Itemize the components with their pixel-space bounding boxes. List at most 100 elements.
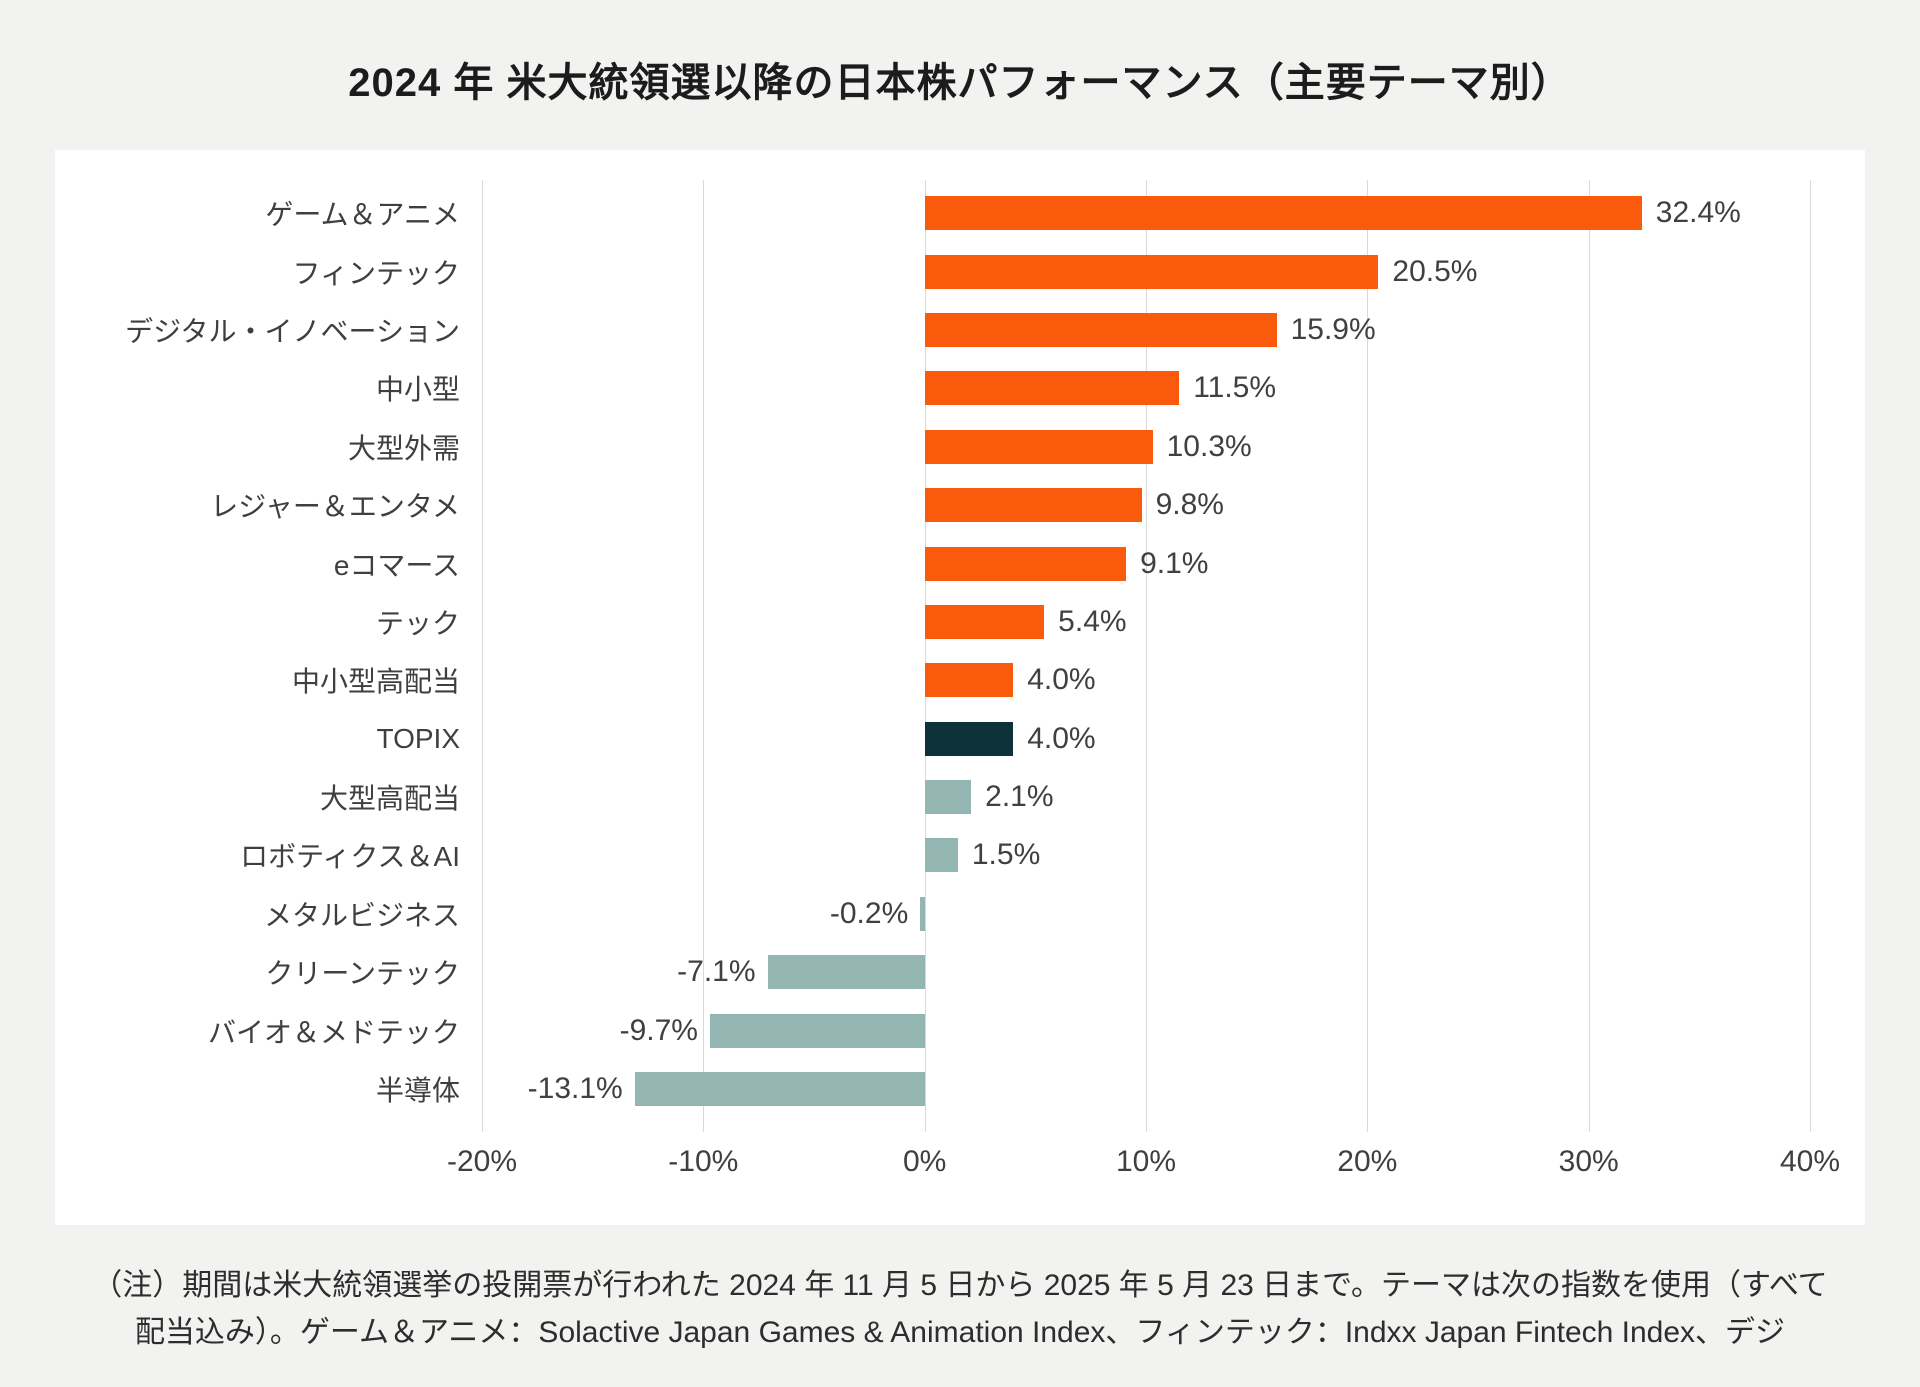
bar-track: 9.1% bbox=[482, 534, 1810, 592]
category-label: ロボティクス＆AI bbox=[240, 841, 460, 873]
category-label: 半導体 bbox=[375, 1075, 460, 1107]
chart-panel: ゲーム＆アニメ 32.4% フィンテック 20.5% デジタル・イノベーション 15.9%… bbox=[55, 150, 1865, 1225]
bar-positive bbox=[924, 429, 1153, 464]
value-label: 4.0% bbox=[1027, 663, 1096, 697]
category-label: デジタル・イノベーション bbox=[125, 315, 460, 347]
bar-track: 20.5% bbox=[482, 242, 1810, 300]
gridline bbox=[1367, 180, 1369, 1132]
category-label: ゲーム＆アニメ bbox=[265, 199, 460, 231]
value-label: 10.3% bbox=[1166, 429, 1252, 463]
bar-lagging bbox=[924, 780, 972, 815]
category-label: 中小型高配当 bbox=[291, 666, 460, 698]
category-label: 大型外需 bbox=[347, 432, 460, 464]
chart-row: eコマース 9.1% bbox=[55, 534, 1865, 592]
x-axis-tick-label: 20% bbox=[1337, 1145, 1398, 1178]
gridline bbox=[703, 180, 705, 1132]
bar-positive bbox=[924, 196, 1642, 231]
bar-lagging bbox=[924, 838, 958, 873]
category-label: メタルビジネス bbox=[263, 899, 460, 931]
chart-row: 中小型高配当 4.0% bbox=[55, 651, 1865, 709]
value-label: -7.1% bbox=[677, 955, 756, 989]
chart-row: クリーンテック -7.1% bbox=[55, 943, 1865, 1001]
bar-track: 4.0% bbox=[482, 651, 1810, 709]
value-label: 9.1% bbox=[1140, 546, 1209, 580]
x-axis-tick-label: 40% bbox=[1779, 1145, 1841, 1178]
x-axis: -20% -10% 0% 10% 20% 30% 40% bbox=[447, 1145, 1840, 1190]
bar-positive bbox=[924, 488, 1142, 523]
chart-row: ゲーム＆アニメ 32.4% bbox=[55, 184, 1865, 242]
bar-track: 9.8% bbox=[482, 476, 1810, 534]
chart-row: 大型外需 10.3% bbox=[55, 418, 1865, 476]
bar-track: -7.1% bbox=[482, 943, 1810, 1001]
value-label: 32.4% bbox=[1655, 196, 1741, 230]
chart-row: レジャー＆エンタメ 9.8% bbox=[55, 476, 1865, 534]
value-label: 5.4% bbox=[1058, 604, 1127, 638]
gridlines bbox=[482, 180, 1811, 1132]
footnote-line-1: （注）期間は米大統領選挙の投開票が行われた 2024 年 11 月 5 日から … bbox=[92, 1269, 1828, 1302]
bar-track: 11.5% bbox=[482, 359, 1810, 417]
chart-row: メタルビジネス -0.2% bbox=[55, 885, 1865, 943]
value-label: 1.5% bbox=[971, 838, 1041, 872]
value-label: 15.9% bbox=[1290, 312, 1376, 346]
bar-track: 10.3% bbox=[482, 418, 1810, 476]
gridline bbox=[924, 180, 926, 1132]
x-axis-tick-label: -20% bbox=[446, 1145, 518, 1178]
chart-title: 2024 年 米大統領選以降の日本株パフォーマンス（主要テーマ別） bbox=[348, 61, 1572, 105]
bar-lagging bbox=[634, 1072, 925, 1107]
x-axis-tick-label: 0% bbox=[902, 1145, 947, 1178]
gridline bbox=[1146, 180, 1147, 1132]
bar-track: 2.1% bbox=[482, 768, 1810, 826]
category-label: テック bbox=[375, 607, 460, 639]
bar-positive bbox=[924, 604, 1045, 639]
bar-track: 5.4% bbox=[482, 593, 1810, 651]
bar-positive bbox=[924, 371, 1180, 406]
category-label: バイオ＆メドテック bbox=[207, 1016, 460, 1048]
x-axis-tick-label: 30% bbox=[1558, 1145, 1619, 1178]
chart-row: TOPIX 4.0% bbox=[55, 710, 1865, 768]
bar-lagging bbox=[709, 1013, 925, 1048]
x-axis-tick-label: -10% bbox=[668, 1145, 739, 1178]
value-label: 4.0% bbox=[1027, 721, 1096, 755]
category-label: 大型高配当 bbox=[319, 783, 460, 815]
gridline bbox=[1810, 180, 1811, 1132]
category-label: 中小型 bbox=[375, 374, 460, 406]
chart-row: ロボティクス＆AI 1.5% bbox=[55, 826, 1865, 884]
chart-row: デジタル・イノベーション 15.9% bbox=[55, 301, 1865, 359]
value-label: -9.7% bbox=[619, 1013, 698, 1047]
value-label: 20.5% bbox=[1392, 254, 1478, 288]
chart-row: 中小型 11.5% bbox=[55, 359, 1865, 417]
category-label: eコマース bbox=[333, 549, 460, 581]
bar-benchmark bbox=[924, 721, 1014, 756]
footnote: （注）期間は米大統領選挙の投開票が行われた 2024 年 11 月 5 日から … bbox=[0, 1262, 1920, 1356]
chart-row: テック 5.4% bbox=[55, 593, 1865, 651]
gridline bbox=[482, 180, 483, 1132]
bar-positive bbox=[924, 663, 1014, 698]
bar-positive bbox=[924, 312, 1277, 347]
bar-track: 4.0% bbox=[482, 710, 1810, 768]
plot-area: ゲーム＆アニメ 32.4% フィンテック 20.5% デジタル・イノベーション 15.9%… bbox=[55, 180, 1865, 1132]
bar-positive bbox=[924, 546, 1127, 581]
bar-track: -13.1% bbox=[482, 1060, 1810, 1118]
bar-lagging bbox=[920, 896, 925, 931]
category-label: クリーンテック bbox=[265, 958, 460, 990]
chart-row: 半導体 -13.1% bbox=[55, 1060, 1865, 1118]
bar-track: -0.2% bbox=[482, 885, 1810, 943]
value-label: 9.8% bbox=[1155, 488, 1224, 522]
bar-positive bbox=[924, 254, 1379, 289]
bar-track: 15.9% bbox=[482, 301, 1810, 359]
value-label: 11.5% bbox=[1193, 371, 1277, 405]
value-label: 2.1% bbox=[985, 780, 1054, 814]
bar-rows: ゲーム＆アニメ 32.4% フィンテック 20.5% デジタル・イノベーション 15.9%… bbox=[55, 184, 1865, 1118]
chart-row: バイオ＆メドテック -9.7% bbox=[55, 1001, 1865, 1059]
bar-track: -9.7% bbox=[482, 1001, 1810, 1059]
chart-row: 大型高配当 2.1% bbox=[55, 768, 1865, 826]
bar-track: 1.5% bbox=[482, 826, 1810, 884]
chart-row: フィンテック 20.5% bbox=[55, 242, 1865, 300]
value-label: -13.1% bbox=[527, 1072, 623, 1106]
category-label: レジャー＆エンタメ bbox=[210, 491, 460, 523]
category-label: TOPIX bbox=[376, 722, 460, 754]
x-axis-tick-label: 10% bbox=[1115, 1145, 1177, 1178]
footnote-line-2: 配当込み）。ゲーム＆アニメ：Solactive Japan Games & An… bbox=[134, 1316, 1786, 1349]
gridline bbox=[1588, 180, 1590, 1132]
category-label: フィンテック bbox=[292, 257, 460, 289]
